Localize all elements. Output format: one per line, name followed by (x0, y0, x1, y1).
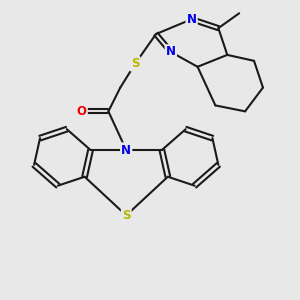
Text: N: N (121, 143, 131, 157)
Text: S: S (131, 57, 140, 70)
Text: S: S (122, 209, 130, 222)
Text: N: N (187, 13, 196, 26)
Text: N: N (166, 45, 176, 58)
Text: O: O (76, 105, 87, 118)
